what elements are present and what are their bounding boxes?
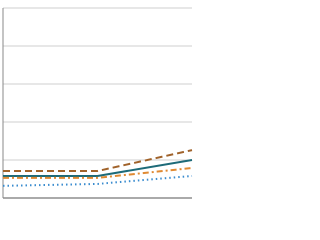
series-line [3, 166, 193, 179]
chart [2, 7, 193, 199]
series-line [2, 174, 193, 187]
page: {"chart_data": {"type": "line", "categor… [2, 7, 193, 199]
series-line [3, 159, 193, 177]
series-line [3, 149, 193, 173]
